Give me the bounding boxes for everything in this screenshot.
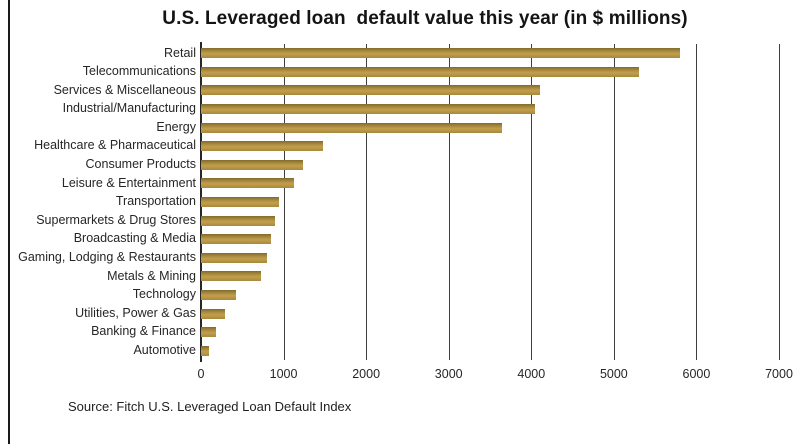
bar-retail [201, 48, 680, 59]
bar-row [201, 193, 779, 212]
x-tick-label: 7000 [765, 367, 793, 381]
category-label: Leisure & Entertainment [61, 175, 196, 190]
bar-healthcare-pharmaceutical [201, 141, 323, 152]
bar-row [201, 230, 779, 249]
bar-rows [201, 44, 779, 360]
bar-consumer-products [201, 159, 303, 170]
bar-row [201, 304, 779, 323]
bar-telecommunications [201, 66, 639, 77]
bar-supermarkets-drug-stores [201, 215, 276, 226]
bar-industrial-manufacturing [201, 104, 536, 115]
x-tick-label: 3000 [434, 367, 463, 381]
category-label: Telecommunications [82, 64, 196, 79]
bar-row [201, 156, 779, 175]
bar-row [201, 44, 779, 63]
bar-row [201, 63, 779, 82]
bar-row [201, 211, 779, 230]
x-tick-label: 2000 [352, 367, 381, 381]
category-axis-labels: Retail Telecommunications Services & Misce… [10, 44, 196, 360]
source-note: Source: Fitch U.S. Leveraged Loan Defaul… [68, 399, 352, 414]
gridline [531, 44, 533, 360]
bar-services-miscellaneous [201, 85, 540, 96]
bar-row [201, 81, 779, 100]
category-label: Gaming, Lodging & Restaurants [18, 250, 196, 264]
left-border-line [8, 0, 10, 444]
x-tick-label: 0 [197, 367, 205, 381]
bar-automotive [201, 345, 210, 356]
category-label: Consumer Products [85, 157, 196, 172]
bar-row [201, 100, 779, 119]
x-tick-label: 5000 [599, 367, 628, 381]
gridline [696, 44, 698, 360]
bar-row [201, 323, 779, 342]
category-label: Broadcasting & Media [73, 231, 196, 246]
bar-energy [201, 122, 503, 133]
category-label: Banking & Finance [91, 324, 196, 339]
category-label: Supermarkets & Drug Stores [36, 212, 196, 227]
x-tick-label: 4000 [517, 367, 546, 381]
bar-row [201, 341, 779, 360]
plot-area [200, 42, 780, 362]
bar-metals-mining [201, 271, 262, 282]
gridline [366, 44, 368, 360]
x-tick-label: 1000 [269, 367, 298, 381]
bar-broadcasting-media [201, 234, 272, 245]
category-label: Retail [164, 45, 196, 60]
value-axis-labels: 0 1000 2000 3000 4000 5000 6000 7000 [0, 367, 800, 387]
gridline [779, 44, 780, 360]
bar-row [201, 118, 779, 137]
category-label: Healthcare & Pharmaceutical [34, 138, 196, 153]
gridline [448, 44, 450, 360]
chart-title: U.S. Leveraged loan default value this y… [162, 8, 688, 29]
bar-row [201, 286, 779, 305]
bar-row [201, 174, 779, 193]
gridline [283, 44, 285, 360]
bar-row [201, 248, 779, 267]
category-label: Automotive [133, 342, 196, 357]
bar-utilities-power-gas [201, 308, 225, 319]
category-label: Services & Miscellaneous [53, 82, 196, 97]
category-label: Utilities, Power & Gas [75, 305, 196, 320]
bar-technology [201, 289, 237, 300]
bar-gaming-lodging-restaurants [201, 252, 268, 263]
gridline [613, 44, 615, 360]
bar-leisure-entertainment [201, 178, 295, 189]
category-label: Transportation [115, 194, 196, 209]
x-tick-label: 6000 [682, 367, 711, 381]
bar-row [201, 267, 779, 286]
bar-transportation [201, 196, 279, 207]
category-label: Metals & Mining [107, 268, 196, 283]
category-label: Energy [156, 119, 196, 134]
category-label: Technology [132, 287, 196, 302]
bar-row [201, 137, 779, 156]
bar-banking-finance [201, 327, 217, 338]
category-label: Industrial/Manufacturing [62, 101, 196, 116]
